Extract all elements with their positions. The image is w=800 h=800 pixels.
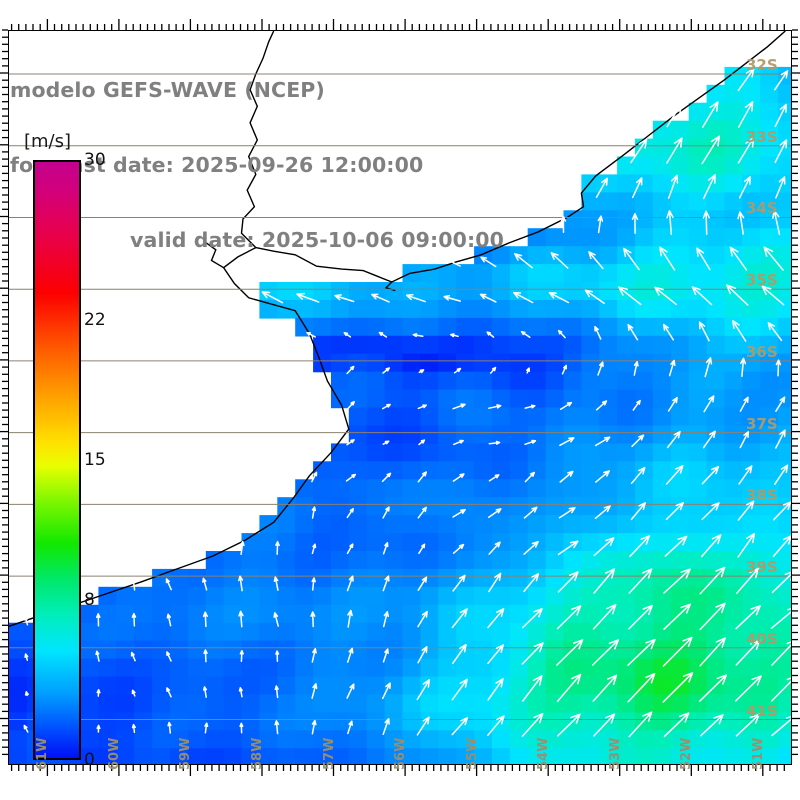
longitude-label-55W: 55W: [464, 737, 480, 770]
map-frame: [8, 30, 792, 765]
colorbar-tick-30: 30: [84, 150, 106, 170]
colorbar-tick-15: 15: [84, 450, 106, 470]
latitude-label-41S: 41S: [746, 701, 778, 720]
latitude-label-37S: 37S: [746, 414, 778, 433]
colorbar-unit-label: [m/s]: [24, 131, 72, 152]
colorbar-tick-0: 0: [84, 750, 95, 770]
latitude-label-33S: 33S: [746, 127, 778, 146]
latitude-label-34S: 34S: [746, 199, 778, 218]
longitude-label-60W: 60W: [106, 737, 122, 770]
colorbar: [33, 160, 81, 760]
latitude-label-38S: 38S: [746, 486, 778, 505]
longitude-label-52W: 52W: [679, 737, 695, 770]
longitude-label-56W: 56W: [393, 737, 409, 770]
longitude-label-54W: 54W: [536, 737, 552, 770]
longitude-label-61W: 61W: [35, 737, 51, 770]
latitude-label-35S: 35S: [746, 271, 778, 290]
colorbar-gradient: [35, 162, 79, 758]
latitude-label-39S: 39S: [746, 558, 778, 577]
longitude-label-57W: 57W: [321, 737, 337, 770]
map-canvas: [9, 31, 791, 764]
valid-date: valid date: 2025-10-06 09:00:00: [130, 228, 504, 252]
map-title-block: modelo GEFS-WAVE (NCEP) forecast date: 2…: [10, 28, 530, 303]
longitude-label-58W: 58W: [249, 737, 265, 770]
colorbar-tick-8: 8: [84, 590, 95, 610]
latitude-label-36S: 36S: [746, 342, 778, 361]
model-name: modelo GEFS-WAVE (NCEP): [10, 78, 325, 102]
colorbar-box: [33, 160, 81, 760]
latitude-label-40S: 40S: [746, 629, 778, 648]
latitude-label-32S: 32S: [746, 56, 778, 75]
colorbar-tick-22: 22: [84, 310, 106, 330]
map-plot-area: [9, 31, 791, 764]
longitude-label-59W: 59W: [178, 737, 194, 770]
longitude-label-53W: 53W: [607, 737, 623, 770]
longitude-label-51W: 51W: [750, 737, 766, 770]
